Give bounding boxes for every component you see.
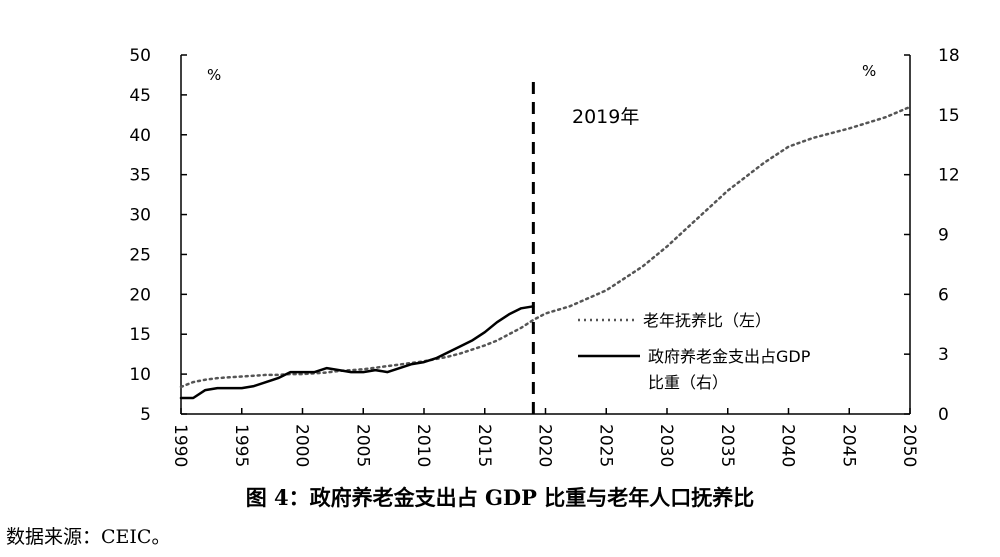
series-layer [179, 105, 912, 400]
x-tick-label: 2005 [352, 424, 372, 467]
x-tick-label: 2045 [838, 424, 858, 467]
left-tick-label: 25 [129, 245, 151, 265]
legend: 老年抚养比（左） 政府养老金支出占GDP 比重（右） [578, 311, 811, 392]
x-tick-label: 1990 [170, 424, 190, 467]
figure-caption: 图 4：政府养老金支出占 GDP 比重与老年人口抚养比 [245, 485, 755, 510]
left-tick-label: 30 [129, 206, 151, 226]
x-tick-label: 2015 [474, 424, 494, 467]
right-tick-label: 3 [938, 345, 949, 365]
left-axis-unit: % [207, 66, 221, 84]
left-tick-label: 10 [129, 365, 151, 385]
x-tick-label: 2040 [778, 424, 798, 467]
right-axis-ticks: 0 3 6 9 12 15 18 [904, 46, 960, 425]
x-tick-label: 1995 [231, 424, 251, 467]
right-tick-label: 6 [938, 285, 949, 305]
left-tick-label: 20 [129, 285, 151, 305]
series-line-pension-spending [179, 305, 535, 400]
x-tick-label: 2025 [595, 424, 615, 467]
right-tick-label: 12 [938, 166, 960, 186]
left-tick-label: 45 [129, 86, 151, 106]
left-tick-label: 35 [129, 166, 151, 186]
source-note: 数据来源：CEIC。 [6, 526, 171, 548]
x-tick-label: 2000 [292, 424, 312, 467]
right-tick-label: 18 [938, 46, 960, 66]
legend-solid-label-line1: 政府养老金支出占GDP [648, 347, 811, 366]
annotation-label: 2019年 [572, 106, 639, 128]
x-tick-label: 2010 [413, 424, 433, 467]
x-tick-label: 2035 [717, 424, 737, 467]
x-tick-label: 2050 [899, 424, 919, 467]
left-tick-label: 40 [129, 126, 151, 146]
legend-solid-label-line2: 比重（右） [648, 373, 728, 392]
right-axis-unit: % [862, 62, 876, 80]
x-tick-label: 2020 [535, 424, 555, 467]
right-tick-label: 15 [938, 106, 960, 126]
legend-dotted-label: 老年抚养比（左） [643, 311, 771, 330]
left-tick-label: 5 [140, 405, 151, 425]
right-tick-label: 0 [938, 405, 949, 425]
series-line-dependency-ratio [179, 105, 912, 389]
left-tick-label: 50 [129, 46, 151, 66]
x-tick-label: 2030 [656, 424, 676, 467]
left-tick-label: 15 [129, 325, 151, 345]
x-axis-ticks: 1990 1995 2000 2005 2010 2015 2020 2025 2030 2035… [170, 408, 919, 467]
right-tick-label: 9 [938, 226, 949, 246]
left-axis-ticks: 5 10 15 20 25 30 35 40 45 50 [129, 46, 187, 425]
